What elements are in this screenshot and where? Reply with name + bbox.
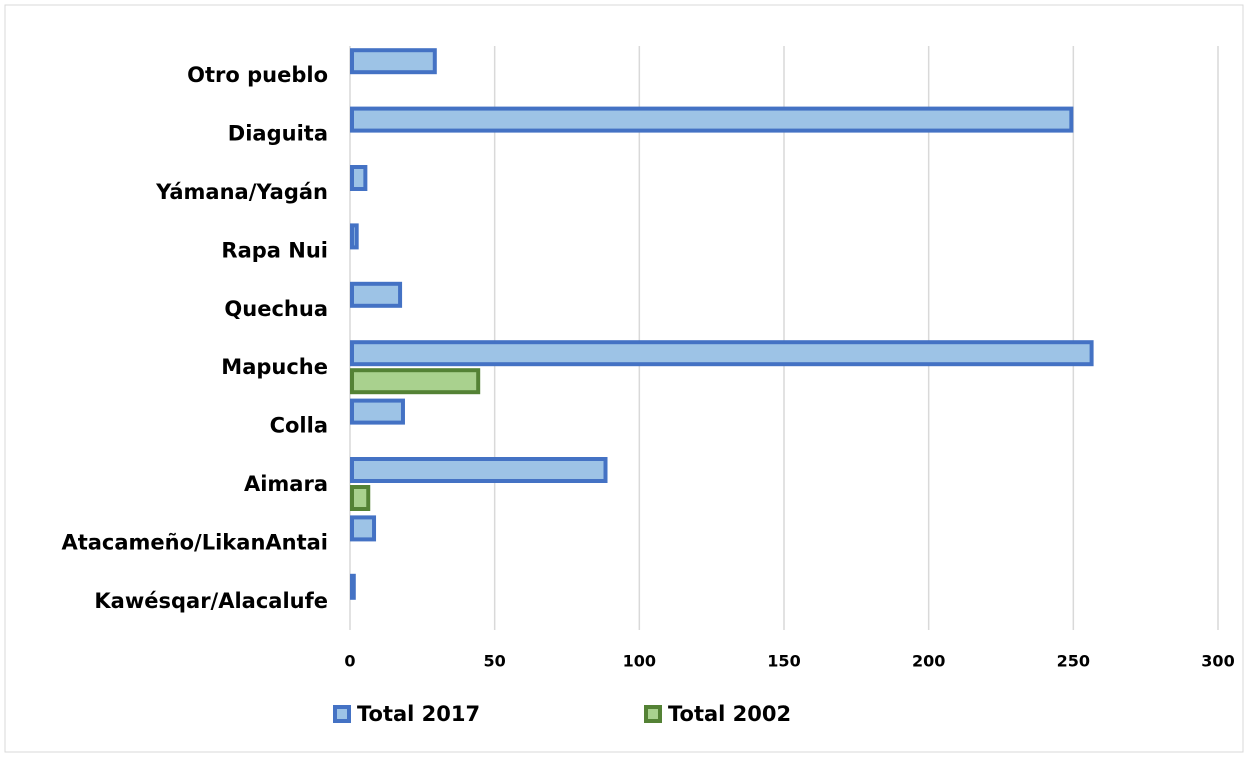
bar xyxy=(350,223,359,250)
y-tick-label: Quechua xyxy=(224,297,328,321)
x-tick-label: 0 xyxy=(344,652,355,671)
y-tick-label: Aimara xyxy=(244,472,328,496)
bar xyxy=(350,485,371,511)
bar xyxy=(350,165,368,191)
y-tick-label: Mapuche xyxy=(221,355,328,379)
bar xyxy=(350,48,437,75)
x-tick-label: 300 xyxy=(1201,652,1234,671)
y-tick-label: Kawésqar/Alacalufe xyxy=(94,589,328,613)
legend-swatch xyxy=(333,705,351,723)
legend-label: Total 2017 xyxy=(357,702,480,726)
x-tick-label: 100 xyxy=(623,652,656,671)
x-tick-label: 150 xyxy=(767,652,800,671)
bar xyxy=(350,573,356,600)
legend-swatch xyxy=(644,705,662,723)
bar xyxy=(350,368,481,395)
bar xyxy=(350,457,608,483)
bar xyxy=(350,106,1074,133)
bar xyxy=(350,515,377,542)
x-tick-label: 50 xyxy=(484,652,506,671)
bar xyxy=(350,398,405,425)
legend-label: Total 2002 xyxy=(668,702,791,726)
y-tick-label: Colla xyxy=(270,414,328,438)
bar xyxy=(350,340,1094,367)
x-tick-label: 250 xyxy=(1057,652,1090,671)
bar xyxy=(350,281,403,308)
y-tick-label: Otro pueblo xyxy=(187,63,328,87)
y-tick-label: Yámana/Yagán xyxy=(155,180,328,204)
y-tick-label: Diaguita xyxy=(228,122,328,146)
x-tick-label: 200 xyxy=(912,652,945,671)
y-tick-label: Rapa Nui xyxy=(221,238,328,262)
y-tick-label: Atacameño/LikanAntai xyxy=(61,530,328,554)
